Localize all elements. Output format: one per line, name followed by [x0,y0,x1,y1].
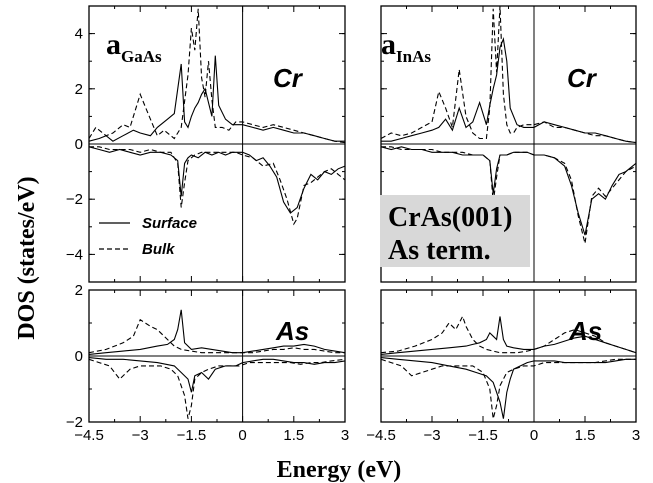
x-tick-label: −3 [132,427,149,444]
legend-label-surface: Surface [142,215,197,232]
structure-label-line1: CrAs(001) [388,202,512,233]
x-tick-label: −1.5 [468,427,498,444]
x-tick-label: −1.5 [177,427,207,444]
x-tick-label: 1.5 [575,427,596,444]
y-axis-title: DOS (states/eV) [14,176,40,339]
x-tick-label: 0 [530,427,538,444]
y-tick-label: −2 [66,191,83,208]
x-tick-label: 1.5 [283,427,304,444]
y-tick-label: 0 [75,348,83,365]
surface-dos-line [88,146,346,214]
structure-label-box-bg [380,195,530,267]
surface-dos-line [88,357,346,393]
x-tick-label: −3 [423,427,440,444]
panels-group: 420−2−4−4.5 −3 −1.5 0 1.5 320−2−4.5 −3 −1.5 0 1.5… [66,5,640,444]
legend: Surface Bulk [99,215,197,258]
surface-dos-line [380,316,637,355]
surface-dos-line [88,309,346,355]
structure-label-box: CrAs(001) As term. [380,195,530,267]
element-label-as-right: As [568,316,602,346]
bulk-dos-line [380,315,637,354]
y-tick-label: 0 [75,136,83,153]
panel-4: −4.5 −3 −1.5 0 1.5 3 [366,289,640,444]
y-tick-label: 2 [75,282,83,299]
structure-label-line2: As term. [388,235,491,266]
panel-1: 4 2 0 −2 −4 [66,5,346,283]
surface-dos-line [380,146,637,236]
y-tick-label: 4 [75,26,83,43]
element-label-cr-right: Cr [567,63,598,93]
bulk-dos-line [380,358,636,419]
panel-3: −4.5 −3 −1.5 0 1.5 3 2 0 −2 [66,282,349,444]
x-tick-label: 3 [632,427,640,444]
y-tick-label: −4 [66,246,83,263]
y-tick-label: −2 [66,414,83,431]
x-tick-label: 0 [238,427,246,444]
bulk-dos-line [88,358,346,419]
surface-dos-line [381,37,637,144]
bulk-dos-line [88,318,345,354]
surface-dos-line [88,55,345,142]
bulk-dos-line [89,146,346,226]
y-tick-label: 2 [75,81,83,98]
bulk-dos-line [380,5,637,144]
surface-dos-line [380,357,636,419]
element-label-cr-left: Cr [273,63,304,93]
x-tick-label: −4.5 [74,427,104,444]
bulk-dos-line [88,8,346,144]
lattice-label-right: aInAs [381,28,431,66]
x-tick-label: 3 [341,427,349,444]
legend-label-bulk: Bulk [142,241,175,258]
x-tick-label: −4.5 [366,427,396,444]
x-axis-title: Energy (eV) [277,457,402,483]
element-label-as-left: As [275,316,309,346]
lattice-label-left: aGaAs [106,28,162,66]
panel-2 [380,5,637,283]
